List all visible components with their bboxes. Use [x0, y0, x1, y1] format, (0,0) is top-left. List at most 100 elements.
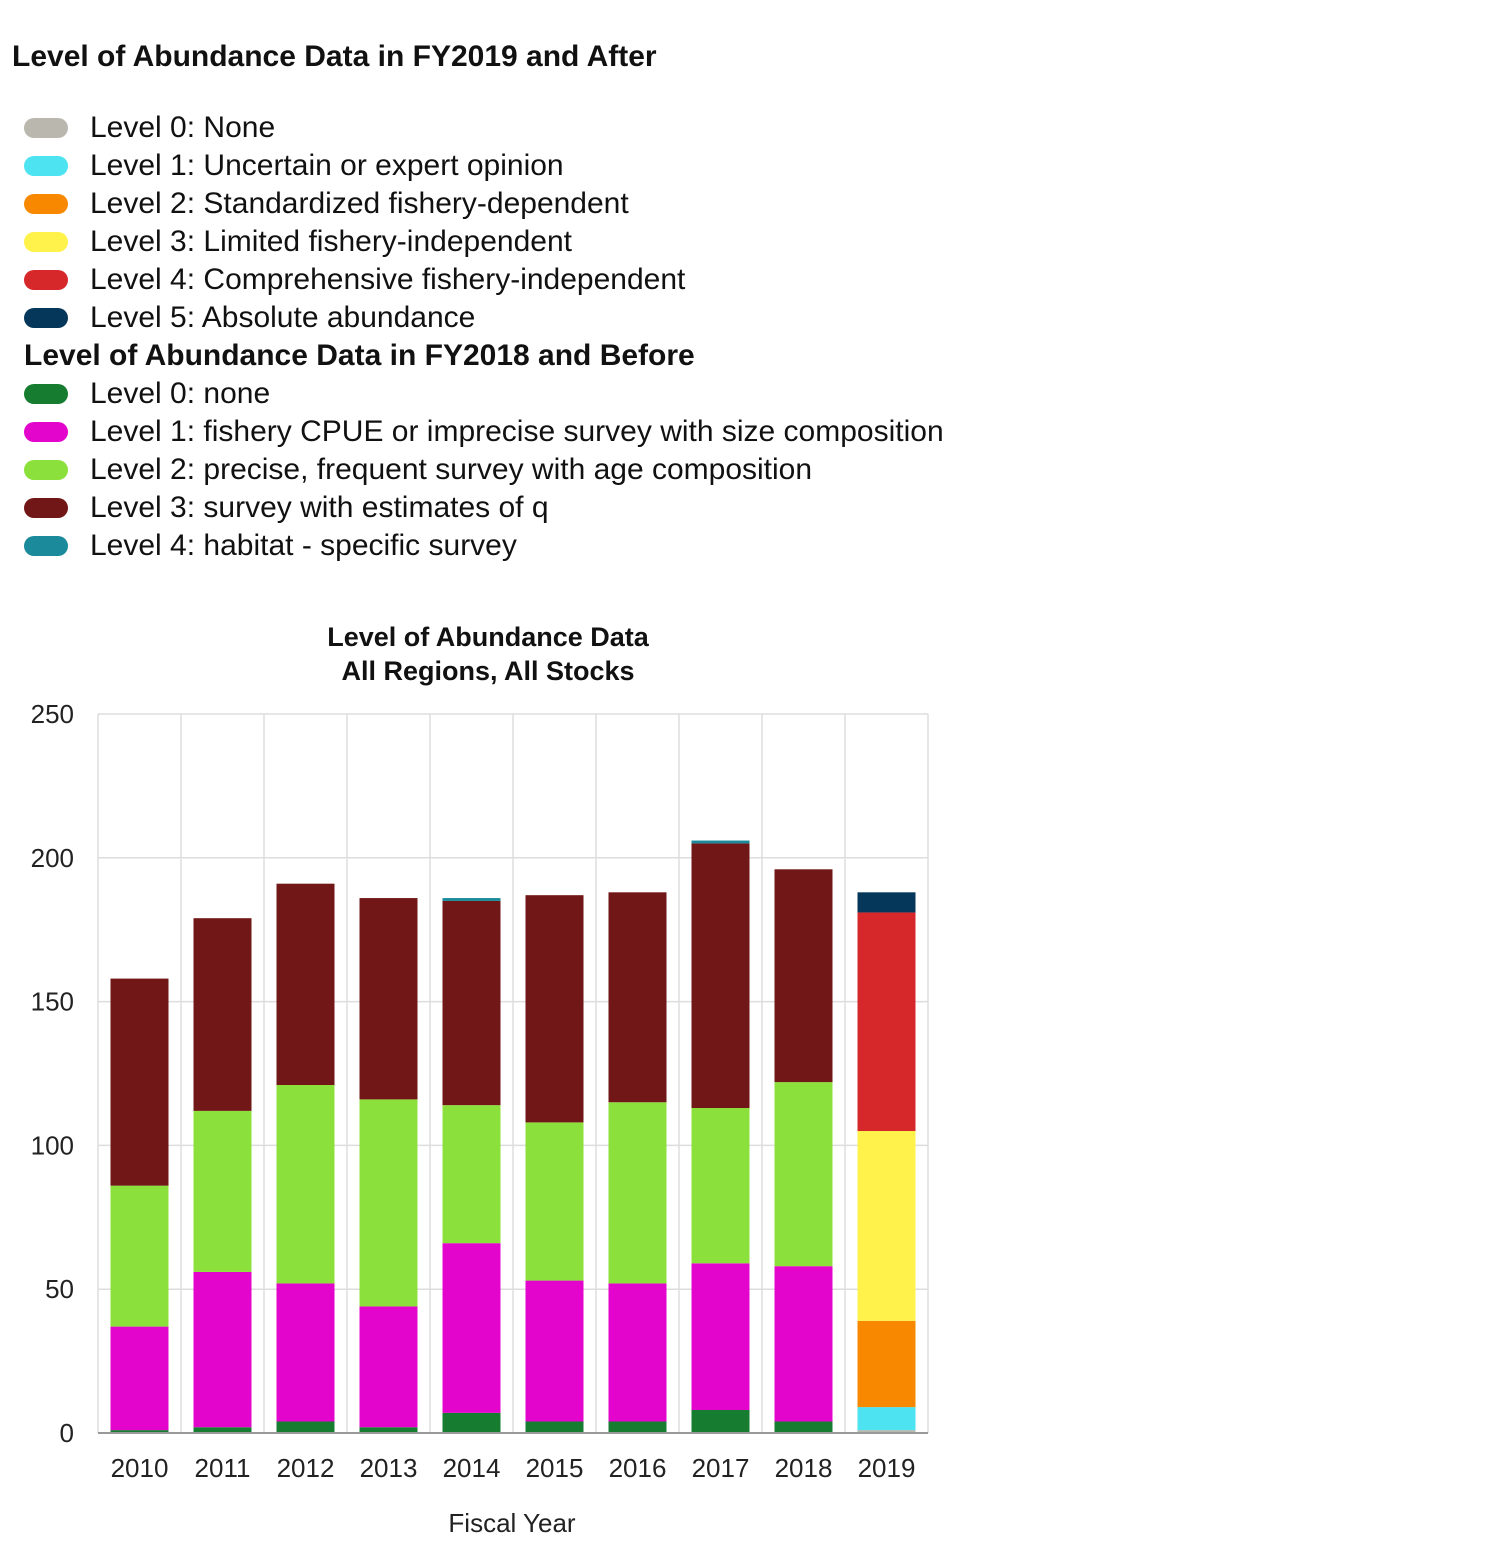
chart-bars — [110, 840, 916, 1433]
legend-swatch — [24, 384, 68, 404]
legend-label: Level 3: survey with estimates of q — [90, 491, 549, 524]
bar-2017-level-3-survey-with-estimates-of-q — [691, 843, 750, 1109]
bar-2016-level-2-precise-frequent-survey-with-age-composition — [608, 1102, 667, 1284]
bar-2011-level-2-precise-frequent-survey-with-age-composition — [193, 1110, 252, 1272]
abundance-stacked-bar-chart: Level of Abundance Data All Regions, All… — [31, 622, 929, 1538]
legend-label: Level 4: Comprehensive fishery-independe… — [90, 263, 686, 296]
bar-2019-level-3-limited-fishery-independent — [857, 1131, 916, 1321]
bar-2014-level-0-none — [442, 1412, 501, 1433]
chart-title-line-1: Level of Abundance Data — [327, 622, 650, 652]
bar-2011-level-0-none — [193, 1427, 252, 1433]
x-tick-label-2014: 2014 — [443, 1453, 501, 1483]
bar-2017-level-0-none — [691, 1409, 750, 1433]
bar-2010-level-3-survey-with-estimates-of-q — [110, 978, 169, 1186]
legend-after-item-0: Level 0: None — [24, 109, 685, 147]
x-tick-label-2011: 2011 — [195, 1453, 251, 1483]
legend-label: Level 3: Limited fishery-independent — [90, 225, 572, 258]
bar-2019-level-4-comprehensive-fishery-independent — [857, 912, 916, 1132]
legend-swatch — [24, 232, 68, 252]
legend-label: Level 4: habitat - specific survey — [90, 529, 517, 562]
bar-2018-level-0-none — [774, 1421, 833, 1433]
bar-2014-level-1-fishery-cpue-or-imprecise-survey-with-size-composition — [442, 1243, 501, 1413]
legend-swatch — [24, 536, 68, 556]
legend-after-item-3: Level 3: Limited fishery-independent — [24, 223, 685, 261]
x-tick-label-2017: 2017 — [692, 1453, 750, 1483]
bar-2016-level-1-fishery-cpue-or-imprecise-survey-with-size-composition — [608, 1283, 667, 1422]
bar-2016-level-3-survey-with-estimates-of-q — [608, 892, 667, 1103]
legend-title-fy2019-after: Level of Abundance Data in FY2019 and Af… — [12, 40, 657, 73]
legend-swatch — [24, 422, 68, 442]
bar-2011-level-3-survey-with-estimates-of-q — [193, 918, 252, 1111]
bar-2019-level-5-absolute-abundance — [857, 892, 916, 913]
y-tick-label: 100 — [31, 1130, 74, 1160]
bar-2012-level-2-precise-frequent-survey-with-age-composition — [276, 1085, 335, 1284]
legend-before-item-2: Level 2: precise, frequent survey with a… — [24, 451, 944, 489]
legend-fy2018-before: Level 0: none Level 1: fishery CPUE or im… — [24, 375, 944, 565]
legend-before-item-3: Level 3: survey with estimates of q — [24, 489, 944, 527]
bar-2013-level-1-fishery-cpue-or-imprecise-survey-with-size-composition — [359, 1306, 418, 1428]
bar-2015-level-2-precise-frequent-survey-with-age-composition — [525, 1122, 584, 1281]
x-tick-label-2010: 2010 — [111, 1453, 169, 1483]
bar-2011-level-1-fishery-cpue-or-imprecise-survey-with-size-composition — [193, 1271, 252, 1428]
chart-gridlines — [97, 713, 929, 1433]
legend-after-item-2: Level 2: Standardized fishery-dependent — [24, 185, 685, 223]
bar-2010-level-0-none — [110, 1430, 169, 1433]
legend-after-item-4: Level 4: Comprehensive fishery-independe… — [24, 261, 685, 299]
legend-label: Level 1: fishery CPUE or imprecise surve… — [90, 415, 944, 448]
bar-2010-level-1-fishery-cpue-or-imprecise-survey-with-size-composition — [110, 1326, 169, 1431]
bar-2014-level-3-survey-with-estimates-of-q — [442, 900, 501, 1106]
bar-2015-level-0-none — [525, 1421, 584, 1433]
bar-2019-level-0-none — [857, 1430, 916, 1433]
x-tick-label-2013: 2013 — [360, 1453, 418, 1483]
x-tick-label-2016: 2016 — [609, 1453, 667, 1483]
x-tick-label-2018: 2018 — [775, 1453, 833, 1483]
bar-2018-level-2-precise-frequent-survey-with-age-composition — [774, 1082, 833, 1267]
y-tick-label: 150 — [31, 987, 74, 1017]
x-tick-label-2012: 2012 — [277, 1453, 335, 1483]
bar-2017-level-2-precise-frequent-survey-with-age-composition — [691, 1108, 750, 1264]
legend-swatch — [24, 156, 68, 176]
bar-2018-level-1-fishery-cpue-or-imprecise-survey-with-size-composition — [774, 1266, 833, 1422]
bar-2017-level-1-fishery-cpue-or-imprecise-survey-with-size-composition — [691, 1263, 750, 1410]
bar-2014-level-4-habitat-specific-survey — [442, 898, 501, 901]
bar-2019-level-2-standardized-fishery-dependent — [857, 1320, 916, 1408]
bar-2010-level-2-precise-frequent-survey-with-age-composition — [110, 1185, 169, 1327]
bar-2015-level-1-fishery-cpue-or-imprecise-survey-with-size-composition — [525, 1280, 584, 1422]
chart-axes: 0 50 100 150 200 250 2010 2011 2012 2013 2014 2015 2… — [31, 699, 928, 1483]
legend-after-item-1: Level 1: Uncertain or expert opinion — [24, 147, 685, 185]
legend-after-item-5: Level 5: Absolute abundance — [24, 299, 685, 337]
legend-label: Level 2: Standardized fishery-dependent — [90, 187, 629, 220]
bar-2012-level-0-none — [276, 1421, 335, 1433]
legend-swatch — [24, 460, 68, 480]
y-tick-label: 200 — [31, 843, 74, 873]
legend-before-item-0: Level 0: none — [24, 375, 944, 413]
legend-before-item-1: Level 1: fishery CPUE or imprecise surve… — [24, 413, 944, 451]
legend-title-fy2018-before: Level of Abundance Data in FY2018 and Be… — [24, 339, 695, 372]
bar-2018-level-3-survey-with-estimates-of-q — [774, 869, 833, 1083]
y-tick-label: 0 — [60, 1418, 74, 1448]
bar-2014-level-2-precise-frequent-survey-with-age-composition — [442, 1105, 501, 1244]
legend-label: Level 5: Absolute abundance — [90, 301, 476, 334]
x-tick-label-2019: 2019 — [858, 1453, 916, 1483]
legend-swatch — [24, 194, 68, 214]
bar-2019-level-1-uncertain-or-expert-opinion — [857, 1407, 916, 1431]
y-tick-label: 250 — [31, 699, 74, 729]
legend-label: Level 2: precise, frequent survey with a… — [90, 453, 813, 486]
legend-swatch — [24, 308, 68, 328]
legend-swatch — [24, 118, 68, 138]
x-tick-label-2015: 2015 — [526, 1453, 584, 1483]
bar-2012-level-1-fishery-cpue-or-imprecise-survey-with-size-composition — [276, 1283, 335, 1422]
chart-title-line-2: All Regions, All Stocks — [341, 656, 634, 686]
bar-2017-level-4-habitat-specific-survey — [691, 840, 750, 844]
legend-fy2019-after: Level 0: None Level 1: Uncertain or exper… — [24, 109, 685, 337]
legend-label: Level 1: Uncertain or expert opinion — [90, 149, 564, 182]
legend-swatch — [24, 270, 68, 290]
bar-2012-level-3-survey-with-estimates-of-q — [276, 883, 335, 1086]
bar-2013-level-0-none — [359, 1427, 418, 1433]
bar-2013-level-3-survey-with-estimates-of-q — [359, 898, 418, 1100]
bar-2015-level-3-survey-with-estimates-of-q — [525, 895, 584, 1123]
legend-label: Level 0: none — [90, 377, 271, 410]
x-axis-title: Fiscal Year — [448, 1508, 576, 1538]
y-tick-label: 50 — [45, 1274, 74, 1304]
legend-label: Level 0: None — [90, 111, 276, 144]
